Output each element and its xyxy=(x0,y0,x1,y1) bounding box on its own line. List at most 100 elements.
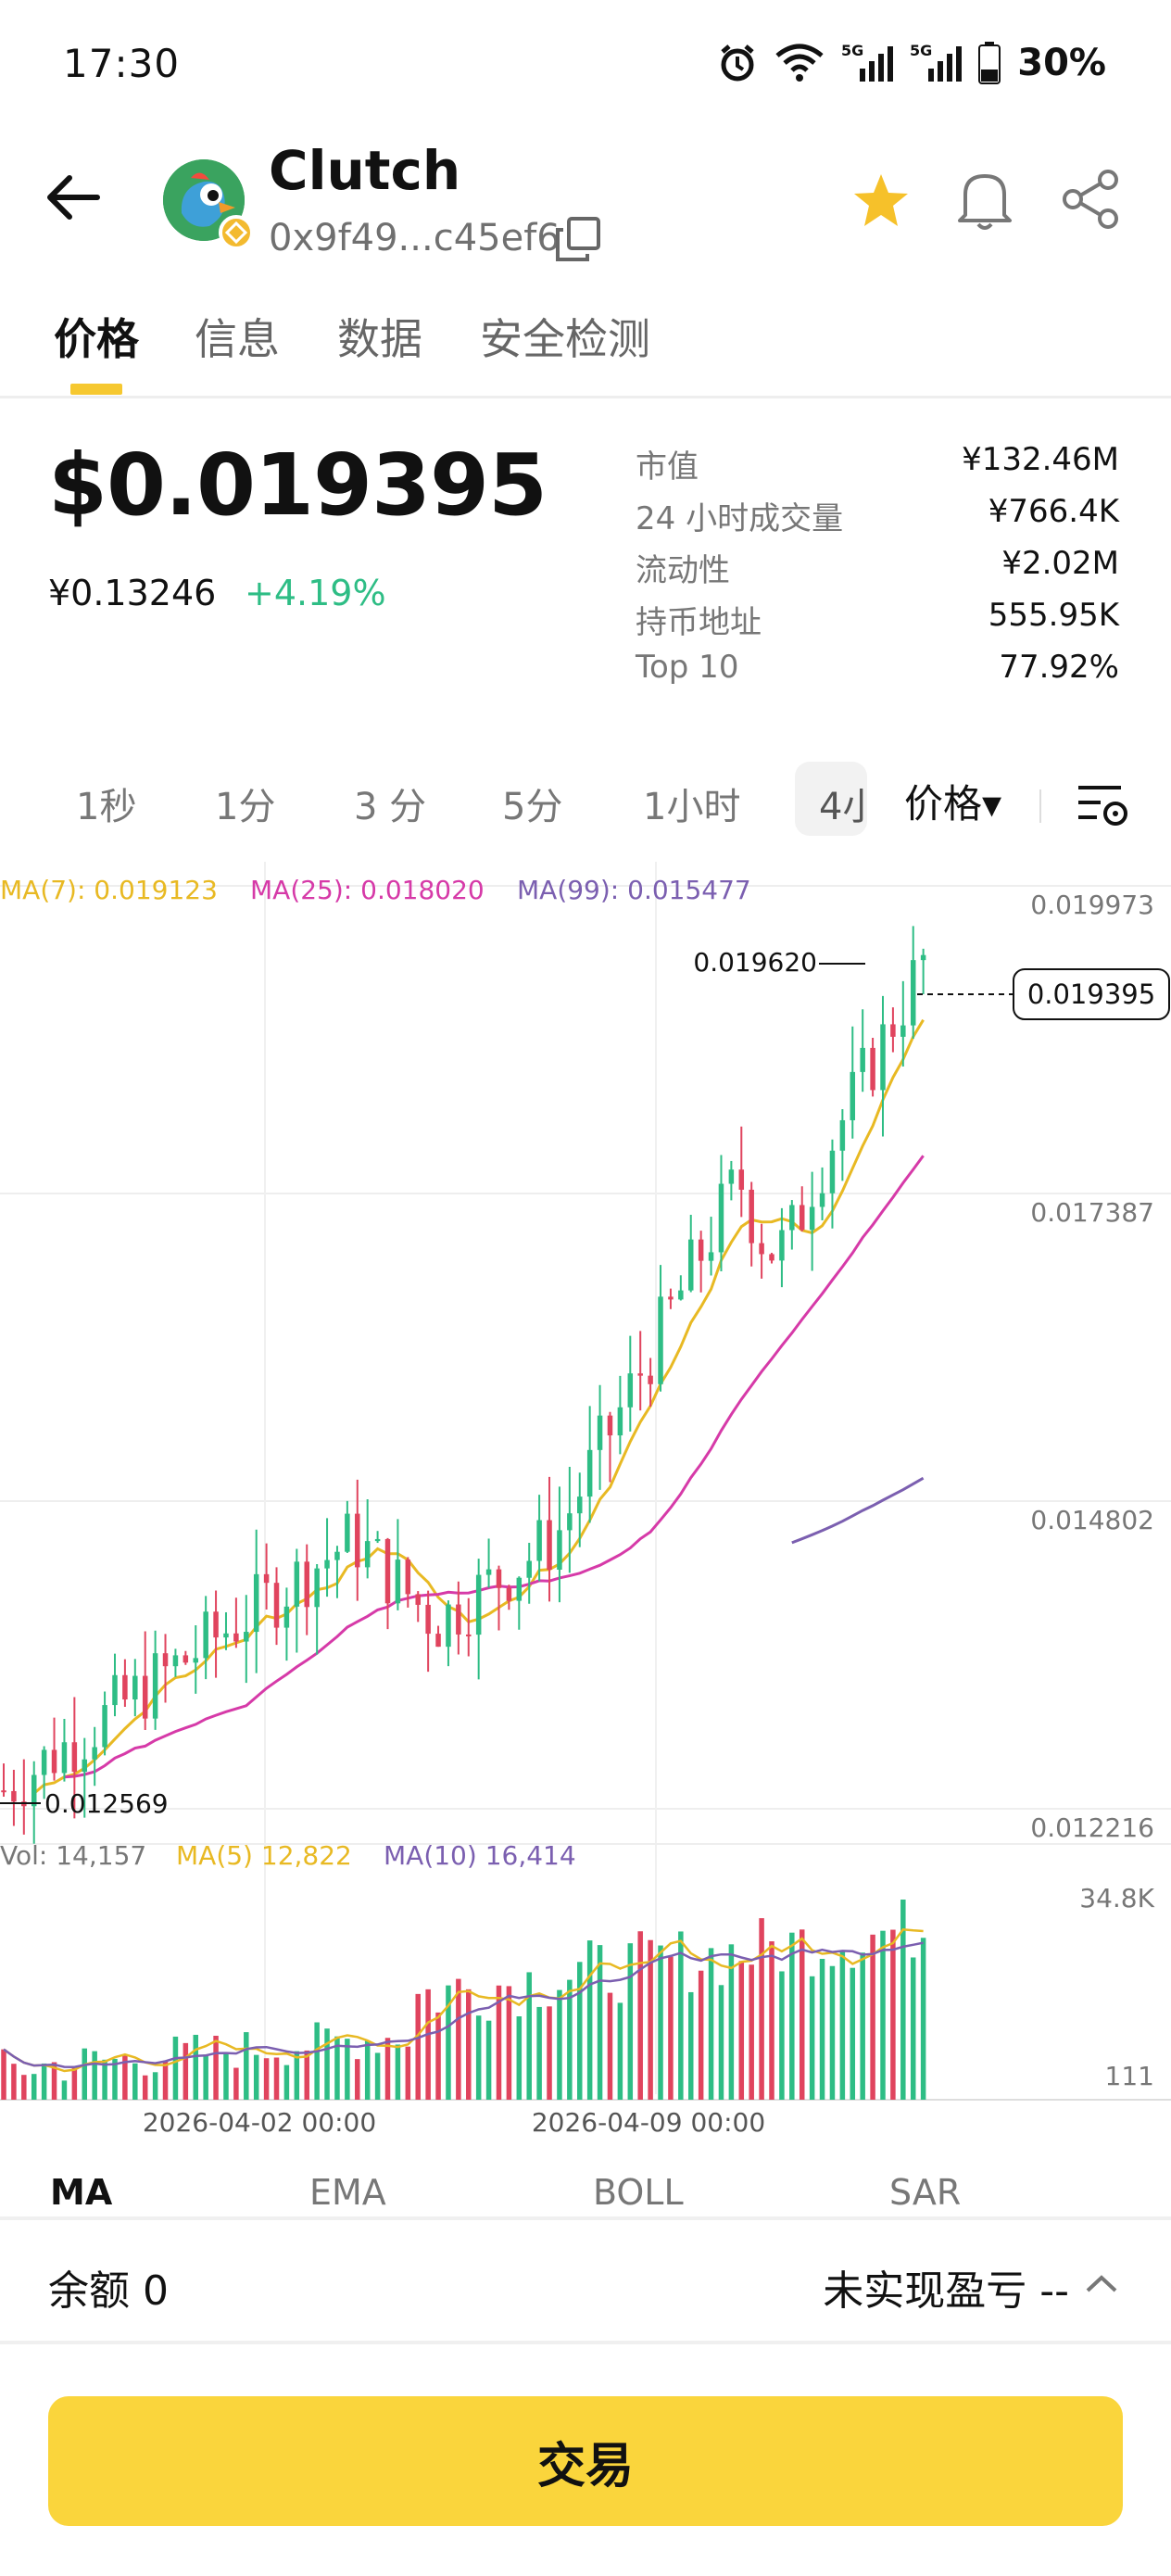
volume-bar xyxy=(920,1938,926,2100)
vol-ma10-legend: MA(10) 16,414 xyxy=(384,1840,576,1871)
candle-body xyxy=(607,1415,613,1436)
candle-body xyxy=(213,1611,219,1638)
candle-body xyxy=(415,1594,421,1605)
candle-body xyxy=(345,1513,350,1552)
candle-body xyxy=(809,1206,815,1231)
volume-bar xyxy=(355,2059,360,2100)
candle-body xyxy=(1,1790,6,1793)
x-label-1: 2026-04-02 00:00 xyxy=(143,2107,376,2138)
volume-bar xyxy=(547,2006,552,2100)
volume-bar xyxy=(92,2051,97,2100)
interval-5m[interactable]: 5分 xyxy=(502,786,563,828)
volume-bar xyxy=(516,2016,523,2100)
back-button[interactable] xyxy=(41,165,106,230)
candle-body xyxy=(71,1742,78,1773)
svg-text:5G: 5G xyxy=(841,42,863,59)
vol-tick-min: 111 xyxy=(1105,2061,1154,2091)
wifi-icon xyxy=(775,44,824,82)
volume-bar xyxy=(860,1952,865,2100)
stat-value-holders: 555.95K xyxy=(988,597,1119,634)
share-button[interactable] xyxy=(1062,169,1121,230)
vol-tick-max: 34.8K xyxy=(1079,1883,1154,1913)
candle-body xyxy=(637,1373,643,1376)
candle-body xyxy=(273,1583,280,1628)
candle-body xyxy=(567,1513,573,1531)
candle-body xyxy=(779,1230,785,1261)
expand-toggle-button[interactable] xyxy=(1078,2261,1125,2307)
tab-data[interactable]: 数据 xyxy=(337,314,422,364)
indicator-tab-ema[interactable]: EMA xyxy=(309,2172,386,2213)
copy-address-button[interactable] xyxy=(554,215,602,263)
status-time: 17:30 xyxy=(63,41,181,86)
interval-1h[interactable]: 1小时 xyxy=(643,786,741,828)
volume-bar xyxy=(415,1993,421,2100)
volume-bar xyxy=(557,1989,562,2100)
current-price-label: 0.019395 xyxy=(1027,979,1155,1010)
candle-body xyxy=(920,954,926,961)
volume-bar xyxy=(223,2052,229,2100)
candle-body xyxy=(324,1559,330,1569)
tab-info[interactable]: 信息 xyxy=(195,314,280,364)
volume-bar xyxy=(698,1970,704,2100)
share-icon xyxy=(1063,170,1118,229)
token-address: 0x9f49...c45ef6 xyxy=(269,217,560,259)
candle-body xyxy=(839,1119,846,1151)
candle-body xyxy=(880,1024,886,1091)
indicator-tab-ma[interactable]: MA xyxy=(50,2172,113,2213)
candle-body xyxy=(82,1759,88,1773)
volume-bar xyxy=(273,2057,280,2100)
volume-bar xyxy=(658,1945,663,2100)
candle-body xyxy=(233,1633,239,1642)
candle-body xyxy=(466,1634,472,1636)
bnb-chain-icon xyxy=(219,215,254,250)
volume-bar xyxy=(61,2080,68,2100)
candle-body xyxy=(253,1573,259,1633)
interval-1m[interactable]: 1分 xyxy=(215,786,276,828)
volume-bar xyxy=(648,1939,653,2100)
favorite-button[interactable] xyxy=(850,170,912,232)
volume-bar xyxy=(324,2028,330,2100)
volume-bar xyxy=(850,1967,856,2100)
interval-1s[interactable]: 1秒 xyxy=(76,786,137,828)
indicator-tab-boll[interactable]: BOLL xyxy=(593,2172,684,2213)
candle-body xyxy=(425,1604,431,1635)
interval-3m[interactable]: 3 分 xyxy=(354,786,427,828)
candle-body xyxy=(405,1559,411,1595)
high-price-label: 0.019620 xyxy=(693,947,817,978)
candle-body xyxy=(870,1047,875,1091)
legend-ma25: MA(25): 0.018020 xyxy=(250,875,485,905)
volume-bar xyxy=(21,2075,27,2100)
volume-bar xyxy=(880,1930,886,2100)
volume-bar xyxy=(213,2035,219,2100)
stat-value-top10: 77.92% xyxy=(999,649,1119,686)
vol-ma5-legend: MA(5) 12,822 xyxy=(176,1840,352,1871)
trade-button[interactable]: 交易 xyxy=(48,2396,1123,2526)
indicator-tab-sar[interactable]: SAR xyxy=(889,2172,962,2213)
chart-settings-button[interactable] xyxy=(1075,778,1130,830)
interval-4h-label: 4小时 xyxy=(819,786,867,828)
volume-bar xyxy=(687,1991,694,2100)
parrot-logo-icon xyxy=(163,159,245,241)
volume-bar xyxy=(597,1945,603,2100)
candle-body xyxy=(627,1373,634,1408)
volume-bar xyxy=(122,2054,128,2100)
volume-bar xyxy=(839,1951,846,2100)
price-chart[interactable]: MA(7): 0.019123 MA(25): 0.018020 MA(99):… xyxy=(0,862,1171,2140)
chart-grid xyxy=(0,862,1171,2101)
tab-security-check[interactable]: 安全检测 xyxy=(480,314,650,364)
candle-body xyxy=(132,1675,138,1700)
y-tick-1: 0.019973 xyxy=(1030,890,1154,920)
volume-ma-lines xyxy=(3,1927,924,2073)
stat-label-liquidity: 流动性 xyxy=(636,552,730,589)
volume-bar xyxy=(738,1961,745,2100)
stat-label-top10: Top 10 xyxy=(636,649,739,686)
candle-body xyxy=(496,1569,502,1588)
status-bar: 17:30 5G 5G 30% xyxy=(0,0,1171,130)
tab-price[interactable]: 价格 xyxy=(54,314,139,364)
price-alert-button[interactable] xyxy=(954,167,1015,232)
candle-body xyxy=(395,1559,401,1604)
price-type-dropdown[interactable]: 价格▾ xyxy=(904,781,1002,827)
candle-body xyxy=(355,1513,360,1568)
interval-4h[interactable]: 4小时 xyxy=(795,762,867,836)
volume-bar xyxy=(708,1948,714,2100)
